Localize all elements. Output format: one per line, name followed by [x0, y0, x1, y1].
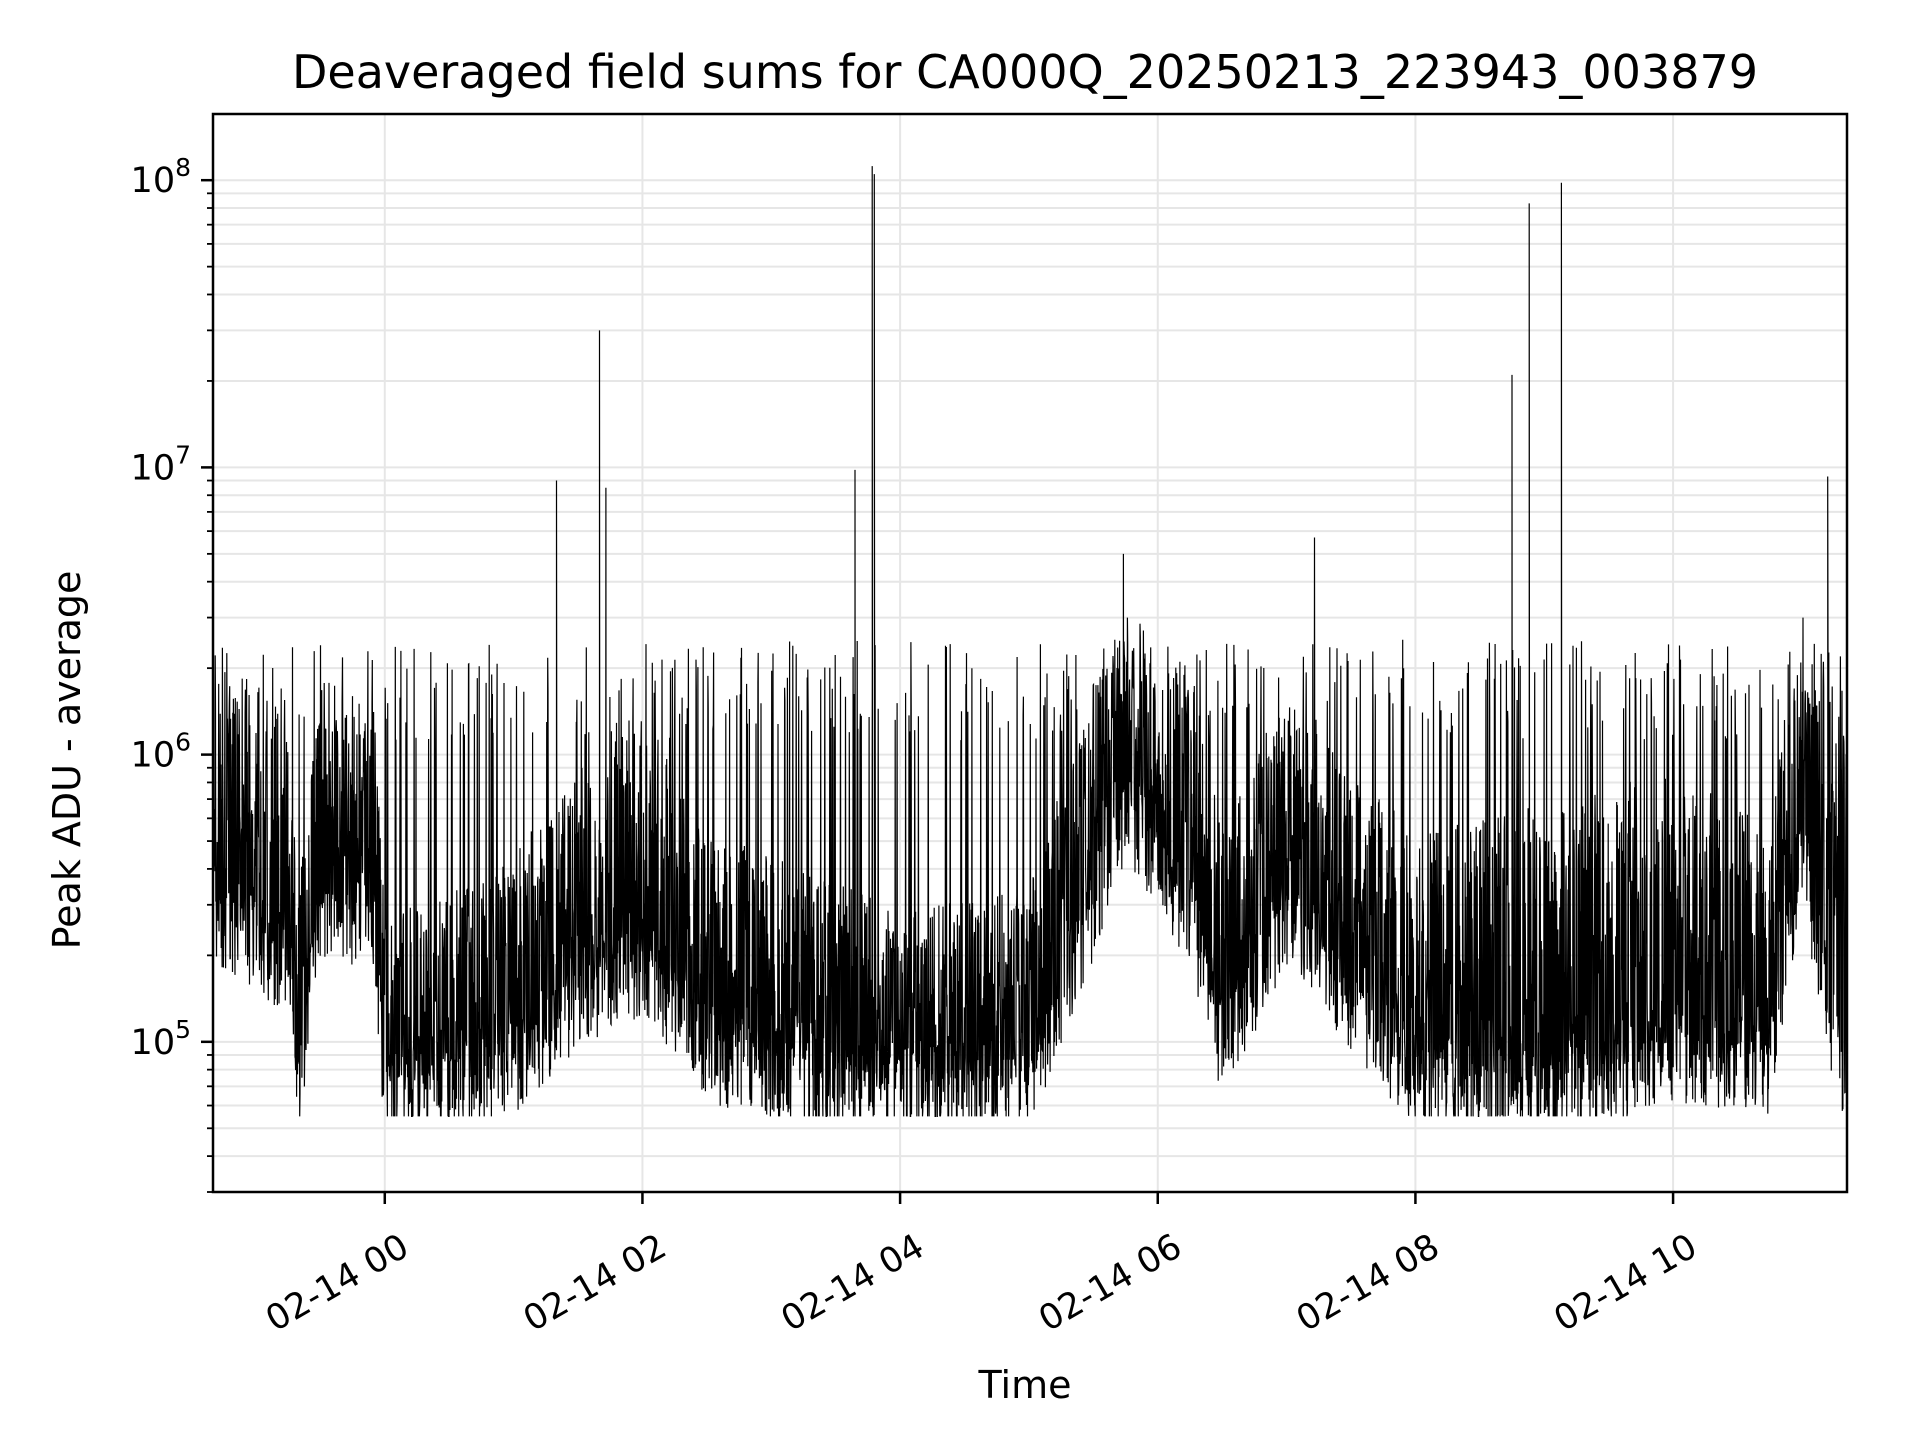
y-axis: 105 106 107 108	[131, 153, 213, 1193]
x-axis-label: Time	[978, 1363, 1072, 1407]
chart-title: Deaveraged field sums for CA000Q_2025021…	[292, 45, 1758, 99]
y-tick-label: 107	[131, 440, 191, 488]
y-tick-label: 108	[131, 153, 191, 201]
y-tick-label: 106	[131, 728, 191, 776]
series-line-group	[212, 166, 1848, 1117]
plot-frame	[211, 112, 1849, 1194]
y-tick-label: 105	[131, 1015, 191, 1063]
y-axis-label: Peak ADU - average	[45, 571, 89, 950]
series-line	[212, 166, 1848, 1117]
